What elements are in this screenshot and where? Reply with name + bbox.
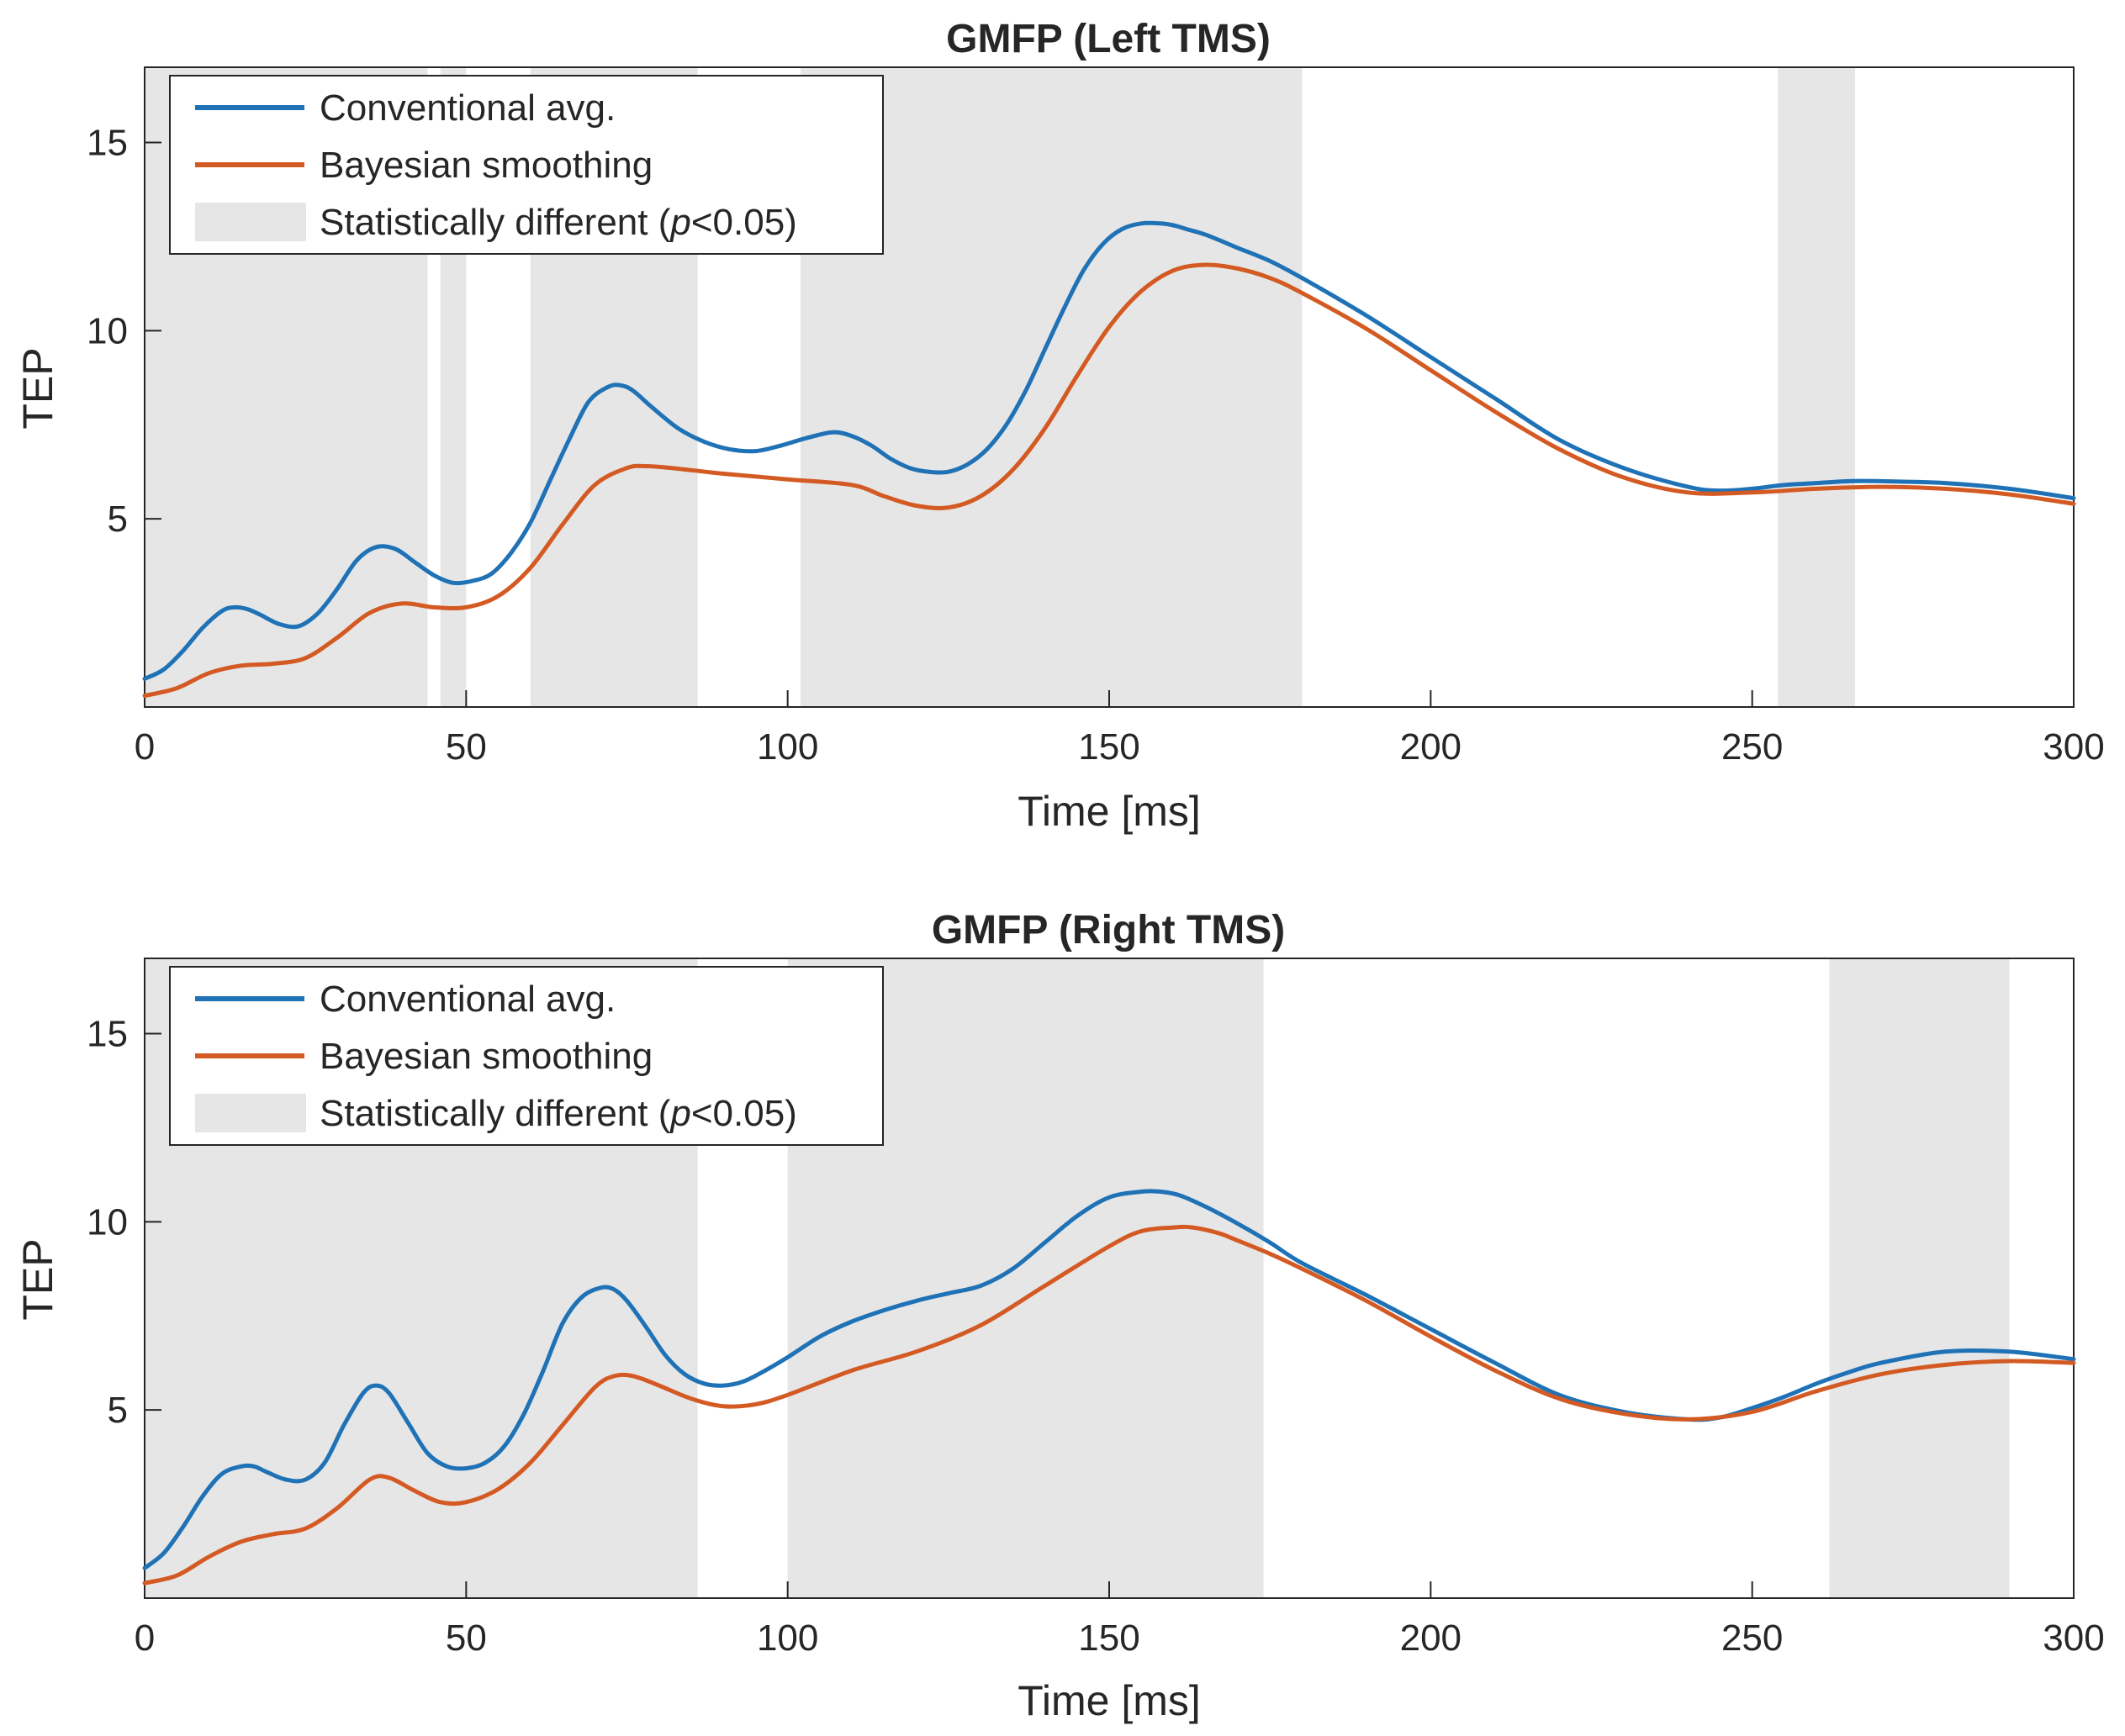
y-tick-label-1: 10	[87, 1201, 128, 1243]
x-tick-label-3: 150	[1078, 1617, 1139, 1659]
y-axis-ticks: 5 10 15	[87, 1014, 161, 1431]
x-tick-label-4: 200	[1400, 726, 1462, 768]
chart-left-tms: GMFP (Left TMS) 0 50 100 150 200 250 300 5 10 15…	[14, 17, 2105, 835]
y-tick-label-1: 10	[87, 310, 128, 351]
legend-label-conventional: Conventional avg.	[320, 87, 616, 129]
chart-title: GMFP (Left TMS)	[946, 17, 1271, 61]
series-line-conventional	[142, 1189, 2076, 1570]
x-tick-label-0: 0	[135, 1617, 155, 1659]
x-tick-label-5: 250	[1721, 1617, 1783, 1659]
y-tick-label-2: 15	[87, 123, 128, 164]
legend-label-conventional: Conventional avg.	[320, 979, 616, 1020]
y-tick-label-0: 5	[108, 499, 128, 540]
series-line-conventional	[142, 220, 2076, 681]
legend-significant-prefix: Statistically different (	[320, 202, 671, 243]
x-tick-label-3: 150	[1078, 726, 1139, 768]
legend: Conventional avg. Bayesian smoothing Sta…	[169, 966, 884, 1146]
series-line-bayesian	[142, 1224, 2076, 1586]
y-tick-label-2: 15	[87, 1014, 128, 1055]
y-tick-label-0: 5	[108, 1390, 128, 1431]
series-lines	[142, 1189, 2076, 1586]
legend-label-bayesian: Bayesian smoothing	[320, 145, 653, 186]
legend-label-significant: Statistically different (p<0.05)	[320, 202, 797, 243]
legend: Conventional avg. Bayesian smoothing Sta…	[169, 75, 884, 255]
legend-significant-p: p	[669, 202, 690, 243]
legend-significant-suffix: <0.05)	[691, 202, 797, 243]
y-axis-label: TEP	[14, 347, 61, 429]
significance-band-4	[1778, 67, 1856, 707]
legend-label-significant: Statistically different (p<0.05)	[320, 1093, 797, 1134]
x-tick-label-1: 50	[446, 1617, 487, 1659]
legend-significant-p: p	[669, 1093, 690, 1134]
y-axis-label: TEP	[14, 1238, 61, 1320]
series-lines	[142, 220, 2076, 699]
y-axis-ticks: 5 10 15	[87, 123, 161, 540]
x-tick-label-6: 300	[2043, 726, 2104, 768]
series-line-bayesian	[142, 262, 2076, 699]
legend-swatch-significant	[195, 1094, 306, 1132]
x-axis-ticks: 0 50 100 150 200 250 300	[135, 690, 2105, 768]
x-tick-label-2: 100	[757, 1617, 818, 1659]
legend-swatch-significant	[195, 203, 306, 241]
chart-right-tms: GMFP (Right TMS) 0 50 100 150 200 250 300 5 10 1…	[14, 908, 2105, 1724]
significance-band-2	[1829, 958, 2010, 1598]
x-tick-label-6: 300	[2043, 1617, 2104, 1659]
x-tick-label-1: 50	[446, 726, 487, 768]
x-tick-label-5: 250	[1721, 726, 1783, 768]
chart-title: GMFP (Right TMS)	[932, 908, 1285, 952]
legend-significant-suffix: <0.05)	[691, 1093, 797, 1134]
legend-significant-prefix: Statistically different (	[320, 1093, 671, 1134]
x-axis-label: Time [ms]	[1018, 788, 1201, 835]
x-axis-label: Time [ms]	[1018, 1677, 1201, 1724]
x-axis-ticks: 0 50 100 150 200 250 300	[135, 1581, 2105, 1659]
significance-band-3	[800, 67, 1303, 707]
x-tick-label-0: 0	[135, 726, 155, 768]
legend-label-bayesian: Bayesian smoothing	[320, 1036, 653, 1077]
x-tick-label-4: 200	[1400, 1617, 1462, 1659]
x-tick-label-2: 100	[757, 726, 818, 768]
